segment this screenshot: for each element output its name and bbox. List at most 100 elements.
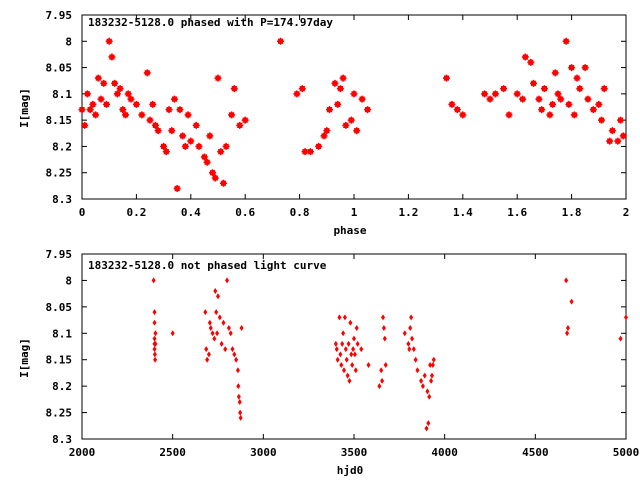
phased-data-point [342,121,350,129]
unphased-data-point [152,319,157,326]
unphased-x-tick-label: 3000 [250,446,277,459]
unphased-data-point [237,399,242,405]
phased-data-point [606,137,614,145]
phased-data-point [86,106,94,114]
unphased-data-point [427,393,432,400]
unphased-data-point [335,356,340,363]
phased-data-point [203,158,211,166]
phased-data-point [230,85,238,93]
phased-data-point [122,111,130,119]
phased-data-point [565,100,573,108]
phased-data-point [568,64,576,72]
phased-data-point [448,100,456,108]
unphased-data-point [210,330,215,337]
phased-data-point [94,74,102,82]
phased-data-point [160,142,168,150]
unphased-data-point [426,420,431,427]
unphased-data-point [353,367,358,374]
phased-data-point [176,106,184,114]
unphased-data-point [565,325,570,331]
unphased-data-point [337,314,342,321]
phased-y-tick-label: 8.05 [46,62,73,75]
phased-data-point [326,106,334,114]
phased-data-point [108,53,116,61]
unphased-x-tick-label: 3500 [341,446,368,459]
phased-data-point [298,85,306,93]
phased-data-point [127,95,135,103]
unphased-data-point [428,362,433,368]
phased-x-tick-label: 0.6 [235,206,255,219]
unphased-data-point [429,377,434,384]
phased-data-point [540,85,548,93]
phased-chart-title: 183232-5128.0 phased with P=174.97day [88,16,333,29]
phased-y-axis-label: I[mag] [18,88,31,128]
phased-x-tick-label: 1.6 [507,206,527,219]
phased-data-point [505,111,513,119]
unphased-data-point [431,356,436,363]
phased-data-point [170,95,178,103]
phased-data-point [236,121,244,129]
unphased-data-point [219,340,224,347]
phased-data-point [277,37,285,45]
phased-x-tick-label: 0.2 [126,206,146,219]
phased-data-point [491,90,499,98]
unphased-data-point [381,325,386,331]
unphased-x-tick-label: 5000 [613,446,640,459]
unphased-data-point [238,409,243,416]
phased-data-point [179,132,187,140]
unphased-data-point [377,383,382,390]
phased-data-point [573,74,581,82]
phased-data-point [219,179,227,187]
phased-data-point [554,90,562,98]
phased-data-point [102,100,110,108]
unphased-data-point [350,362,355,368]
unphased-data-point [170,330,175,337]
unphased-data-point [213,288,218,294]
phased-data-point [557,95,565,103]
unphased-data-point [217,314,222,321]
unphased-data-point [624,314,628,321]
phased-x-tick-label: 1.2 [398,206,418,219]
unphased-data-point [348,319,353,326]
phased-data-point [598,116,606,124]
unphased-y-tick-label: 8.2 [52,380,72,393]
phased-data-point [513,90,521,98]
phased-data-point [315,142,323,150]
phased-data-point [486,95,494,103]
unphased-data-point [406,340,411,347]
unphased-x-axis-label: hjd0 [337,464,364,477]
unphased-data-point [204,346,209,353]
phased-data-point [100,79,108,87]
phased-data-point [116,85,124,93]
unphased-data-point [411,346,416,353]
phased-y-tick-label: 8.15 [46,114,73,127]
unphased-chart-title: 183232-5128.0 not phased light curve [88,259,327,272]
phased-data-point [323,127,331,135]
phased-data-point [143,69,151,77]
phased-y-tick-label: 8.3 [52,193,72,206]
phased-data-point [551,69,559,77]
unphased-data-point [342,367,347,374]
phased-data-point [151,121,159,129]
unphased-data-point [152,351,157,358]
unphased-data-point [408,325,413,331]
phased-data-point [334,100,342,108]
phased-data-point [600,85,608,93]
phased-data-point [181,142,189,150]
unphased-y-tick-label: 8.1 [52,327,72,340]
unphased-data-point [565,330,570,337]
phased-data-point [347,116,355,124]
phased-data-point [350,90,358,98]
phased-data-point [89,100,97,108]
unphased-data-point [382,335,387,342]
phased-data-point [619,132,627,140]
phased-data-point [293,90,301,98]
phased-x-tick-label: 1.8 [562,206,582,219]
unphased-data-point [221,319,226,326]
phased-data-point [228,111,236,119]
phased-data-point [105,37,113,45]
phased-data-point [595,100,603,108]
phased-data-point [331,79,339,87]
unphased-plot-area: 2000 2500 3000 3500 4000 4500 5000 7.95 8 8.05 8.1… [46,248,640,459]
